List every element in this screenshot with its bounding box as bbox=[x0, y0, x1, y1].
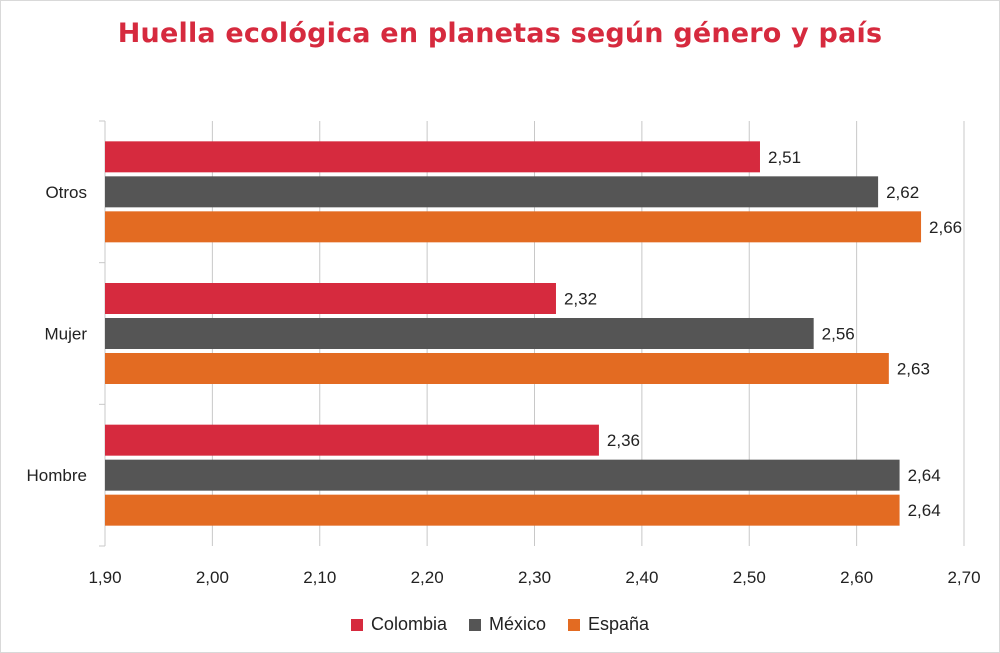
data-label: 2,51 bbox=[768, 148, 801, 167]
legend-swatch-mexico bbox=[468, 618, 481, 631]
bar-colombia bbox=[105, 424, 599, 456]
bar-mexico bbox=[105, 318, 814, 349]
legend-swatch-colombia bbox=[350, 618, 363, 631]
data-label: 2,63 bbox=[897, 360, 930, 379]
legend-label-mexico: México bbox=[488, 614, 546, 634]
bar-espana bbox=[105, 494, 900, 526]
data-label: 2,36 bbox=[607, 431, 640, 450]
legend-label-colombia: Colombia bbox=[370, 614, 447, 634]
category-label: Otros bbox=[45, 183, 87, 202]
x-tick-label: 2,00 bbox=[196, 568, 229, 587]
legend-item-mexico: México bbox=[468, 614, 546, 635]
data-label: 2,64 bbox=[908, 466, 941, 485]
bar-mexico bbox=[105, 459, 900, 491]
bar-espana bbox=[105, 353, 889, 384]
category-label: Hombre bbox=[27, 466, 87, 485]
x-tick-label: 2,70 bbox=[947, 568, 980, 587]
data-label: 2,64 bbox=[908, 501, 941, 520]
data-label: 2,66 bbox=[929, 218, 962, 237]
x-tick-label: 2,30 bbox=[518, 568, 551, 587]
legend: Colombia México España bbox=[0, 614, 1000, 635]
chart-title: Huella ecológica en planetas según géner… bbox=[117, 18, 883, 49]
x-tick-label: 2,40 bbox=[625, 568, 658, 587]
x-tick-label: 2,10 bbox=[303, 568, 336, 587]
legend-item-espana: España bbox=[568, 614, 649, 635]
legend-item-colombia: Colombia bbox=[350, 614, 447, 635]
bar-colombia bbox=[105, 283, 556, 314]
data-label: 2,56 bbox=[822, 325, 855, 344]
x-tick-label: 2,60 bbox=[840, 568, 873, 587]
data-label: 2,62 bbox=[886, 183, 919, 202]
x-tick-label: 2,20 bbox=[411, 568, 444, 587]
data-label: 2,32 bbox=[564, 290, 597, 309]
bar-colombia bbox=[105, 141, 760, 173]
bar-mexico bbox=[105, 176, 879, 208]
category-label: Mujer bbox=[44, 325, 87, 344]
legend-swatch-espana bbox=[568, 618, 580, 631]
x-tick-label: 2,50 bbox=[733, 568, 766, 587]
x-tick-label: 1,90 bbox=[88, 568, 121, 587]
bar-espana bbox=[105, 211, 922, 243]
legend-label-espana: España bbox=[588, 614, 650, 634]
